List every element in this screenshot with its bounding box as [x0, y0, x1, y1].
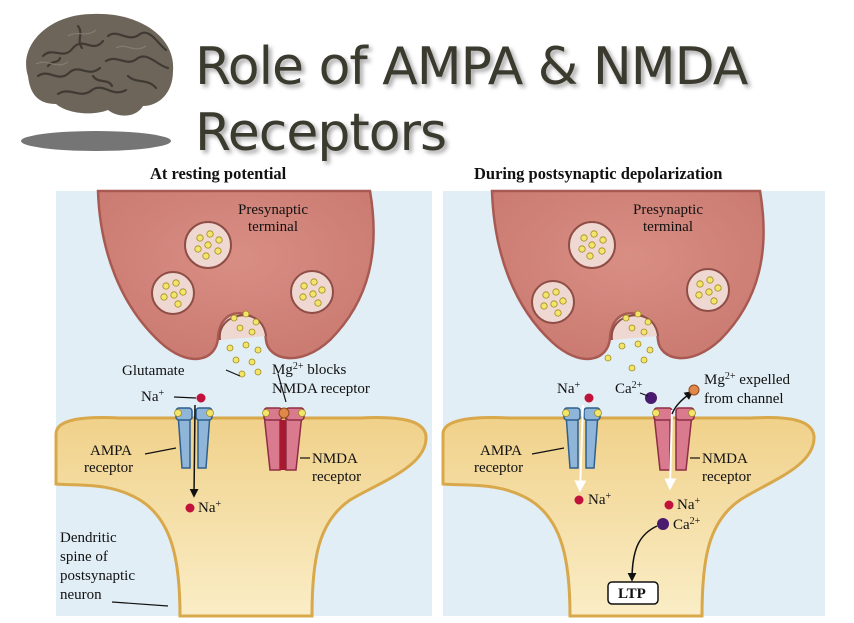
left-na-bottom-label: Na+ [198, 499, 222, 517]
right-fusion-pore [610, 310, 659, 341]
left-glutamate-released [226, 341, 262, 378]
brain-image [21, 13, 174, 151]
right-nmda-label-1: NMDA [702, 451, 748, 467]
right-mg-label-2: from channel [704, 391, 784, 407]
right-nmda-label-2: receptor [702, 469, 751, 485]
left-na-top-label: Na+ [141, 388, 165, 406]
left-vesicle-2 [151, 271, 195, 315]
right-ca-ion-bottom [657, 518, 669, 530]
right-ca-bottom-label: Ca2+ [673, 516, 701, 534]
right-glutamate-released [604, 340, 654, 372]
left-presynaptic-terminal [96, 189, 375, 360]
left-ampa-label-2: receptor [84, 460, 133, 476]
right-vesicle-1 [568, 221, 616, 269]
left-dendrite-label-1: Dendritic [60, 530, 117, 546]
left-vesicle-1 [184, 221, 232, 269]
title-line-1: Role of AMPA & NMDA [195, 37, 748, 97]
right-panel-heading: During postsynaptic depolarization [474, 164, 723, 183]
left-dendrite-label-2: spine of [60, 549, 108, 565]
right-na-arrow [574, 404, 587, 493]
left-na-ion-bottom [185, 503, 195, 513]
right-presynaptic-label-2: terminal [643, 219, 693, 235]
left-mg-label-2: NMDA receptor [272, 381, 370, 397]
right-vesicle-2 [531, 280, 575, 324]
left-na-arrow [189, 404, 199, 498]
left-nmda-label-2: receptor [312, 469, 361, 485]
ltp-label: LTP [618, 586, 646, 602]
right-vesicle-3 [686, 268, 730, 312]
right-na-ion-top [584, 393, 594, 403]
left-presynaptic-label-1: Presynaptic [238, 202, 308, 218]
right-ltp-arrow [627, 525, 658, 582]
left-nmda-label-1: NMDA [312, 451, 358, 467]
left-panel-heading: At resting potential [150, 164, 287, 183]
right-ca-top-label: Ca2+ [615, 380, 643, 398]
left-ampa-label-1: AMPA [90, 443, 132, 459]
left-postsynaptic-spine [54, 416, 428, 618]
left-nmda-receptor [262, 407, 306, 471]
title-line-2: Receptors [195, 103, 447, 163]
right-ampa-receptor [562, 407, 602, 469]
left-leader-lines [111, 369, 310, 607]
right-mg-ion [688, 384, 700, 396]
left-dendrite-label-3: postsynaptic [60, 568, 135, 584]
ltp-box [607, 581, 659, 605]
left-na-ion-top [196, 393, 206, 403]
left-presynaptic-label-2: terminal [248, 219, 298, 235]
right-na-bottom-left-label: Na+ [588, 491, 612, 509]
right-presynaptic-label-1: Presynaptic [633, 202, 703, 218]
right-na-top-label: Na+ [557, 380, 581, 398]
right-leader-lines [531, 392, 700, 459]
right-na-ion-bottom-left [574, 495, 584, 505]
right-na-ion-bottom-right [664, 500, 674, 510]
right-ampa-label-2: receptor [474, 460, 523, 476]
right-panel: Presynaptic terminal Na+ Ca2+ Mg2+ expel… [441, 189, 825, 618]
left-ampa-receptor [174, 407, 214, 469]
left-mg-label-1: Mg2+ blocks [272, 361, 347, 379]
page-title: Role of AMPA & NMDA Receptors [195, 34, 748, 166]
left-dendrite-label-4: neuron [60, 587, 102, 603]
right-postsynaptic-spine [441, 416, 816, 618]
right-mg-label-1: Mg2+ expelled [704, 371, 791, 389]
right-ca-ion-top [645, 392, 657, 404]
left-glutamate-label: Glutamate [122, 363, 185, 379]
left-vesicle-3 [290, 270, 334, 314]
right-na-bottom-right-label: Na+ [677, 496, 701, 514]
left-mg-ion [278, 407, 290, 419]
left-panel: Presynaptic terminal Glutamate Na+ Mg2+ … [54, 189, 432, 618]
right-nmda-flux-arrow [664, 409, 677, 491]
left-fusion-pore [218, 310, 267, 341]
right-ampa-label-1: AMPA [480, 443, 522, 459]
